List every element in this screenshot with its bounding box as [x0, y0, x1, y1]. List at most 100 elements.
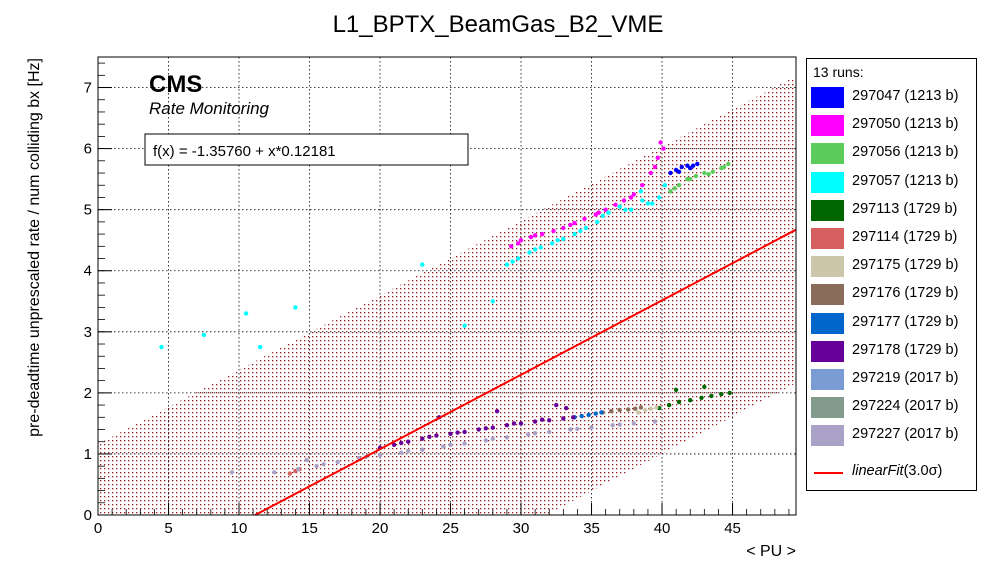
y-tick-label: 2 — [84, 385, 92, 402]
data-point-series-1 — [648, 170, 653, 176]
legend-label: 297047 (1213 b) — [852, 88, 959, 104]
data-point-series-3 — [527, 250, 532, 255]
legend-item: 297047 (1213 b) — [811, 84, 976, 110]
legend-swatch — [811, 143, 844, 165]
legend-item: 297114 (1729 b) — [811, 225, 976, 251]
data-point-series-9 — [427, 434, 432, 439]
data-point-series-3 — [600, 213, 605, 218]
fit-line — [254, 228, 797, 516]
legend-label: 297113 (1729 b) — [852, 200, 958, 217]
data-point-series-12 — [483, 438, 488, 443]
data-point-series-1 — [621, 198, 627, 203]
legend-item: 297177 (1729 b) — [811, 310, 976, 336]
data-point-series-9 — [554, 402, 559, 408]
legend-swatch — [811, 228, 844, 249]
data-point-series-12 — [575, 426, 580, 432]
data-point-series-12 — [462, 441, 467, 446]
data-point-series-9 — [504, 423, 510, 428]
cms-sublabel: Rate Monitoring — [149, 99, 270, 118]
y-tick-label: 6 — [84, 141, 92, 158]
data-point-series-3 — [638, 189, 644, 194]
data-point-series-0 — [676, 169, 682, 174]
data-point-series-3 — [159, 344, 164, 350]
legend-item: 297224 (2017 b) — [811, 394, 976, 420]
data-point-series-9 — [540, 417, 545, 422]
data-point-series-12 — [420, 447, 425, 452]
y-tick-label: 4 — [84, 263, 92, 280]
data-point-series-9 — [406, 439, 411, 444]
data-point-series-3 — [420, 262, 425, 267]
y-tick-label: 5 — [84, 202, 92, 219]
legend-label: 297050 (1213 b) — [852, 116, 959, 133]
data-point-series-12 — [304, 457, 309, 463]
data-point-series-3 — [657, 195, 662, 200]
data-point-series-4 — [709, 393, 714, 399]
data-point-series-12 — [399, 450, 404, 455]
legend-label: 297224 (2017 b) — [852, 398, 959, 415]
data-point-series-3 — [583, 225, 589, 231]
data-point-series-3 — [538, 245, 543, 250]
legend-item: 297176 (1729 b) — [811, 281, 976, 307]
data-point-series-7 — [609, 409, 614, 414]
legend-label: 297057 (1213 b) — [852, 172, 959, 189]
data-point-series-9 — [476, 427, 481, 432]
data-point-series-3 — [532, 247, 538, 252]
y-tick-label: 1 — [84, 446, 92, 463]
data-point-series-4 — [719, 391, 724, 397]
legend-label: 297176 (1729 b) — [852, 285, 959, 302]
legend-item: 297219 (2017 b) — [811, 366, 976, 392]
data-point-series-0 — [668, 170, 673, 176]
data-point-series-12 — [525, 432, 531, 437]
legend-label: 297114 (1729 b) — [852, 229, 958, 245]
data-point-series-12 — [631, 421, 636, 426]
data-point-series-1 — [561, 225, 566, 231]
data-point-series-9 — [420, 436, 425, 441]
data-point-series-1 — [658, 140, 663, 145]
data-point-series-3 — [555, 238, 560, 243]
data-point-series-12 — [335, 459, 340, 465]
data-point-series-1 — [661, 146, 666, 151]
data-point-series-8 — [579, 413, 584, 419]
legend-label: 297175 (1729 b) — [852, 257, 959, 274]
data-point-series-1 — [603, 207, 608, 212]
x-tick-label: 10 — [231, 520, 248, 537]
data-point-series-3 — [578, 228, 583, 234]
legend-item: 297056 (1213 b) — [811, 140, 976, 166]
legend-item-fit: linearFit(3.0σ) — [811, 459, 976, 485]
legend-item: 297050 (1213 b) — [811, 112, 976, 138]
x-tick-label: 30 — [513, 520, 530, 537]
data-point-series-12 — [377, 453, 383, 458]
data-point-series-3 — [504, 262, 510, 267]
data-point-series-4 — [702, 384, 707, 389]
legend-item: 297057 (1213 b) — [811, 169, 976, 195]
data-point-series-1 — [640, 183, 645, 188]
legend-swatch — [811, 369, 844, 390]
x-tick-label: 35 — [583, 520, 600, 537]
data-point-series-12 — [547, 429, 552, 435]
legend-swatch — [811, 397, 844, 419]
data-point-series-2 — [710, 169, 715, 174]
data-point-series-9 — [571, 415, 576, 420]
data-point-series-1 — [509, 244, 514, 249]
data-point-series-1 — [540, 231, 545, 237]
data-point-series-3 — [595, 219, 600, 225]
data-point-series-3 — [243, 311, 249, 316]
data-point-series-9 — [561, 416, 566, 421]
data-point-series-12 — [504, 435, 510, 440]
data-points — [159, 140, 732, 476]
y-tick-label: 3 — [84, 324, 92, 341]
data-point-series-1 — [532, 233, 538, 238]
data-point-series-3 — [623, 207, 628, 212]
legend-item: 297227 (2017 b) — [811, 422, 976, 448]
data-point-series-8 — [593, 411, 598, 416]
data-point-series-12 — [490, 436, 495, 441]
data-point-series-3 — [561, 236, 566, 242]
data-point-series-3 — [549, 241, 555, 246]
data-point-series-3 — [640, 198, 645, 203]
data-point-series-4 — [699, 395, 704, 400]
data-point-series-9 — [490, 425, 495, 430]
data-point-series-0 — [688, 165, 693, 171]
data-point-series-7 — [633, 406, 638, 411]
